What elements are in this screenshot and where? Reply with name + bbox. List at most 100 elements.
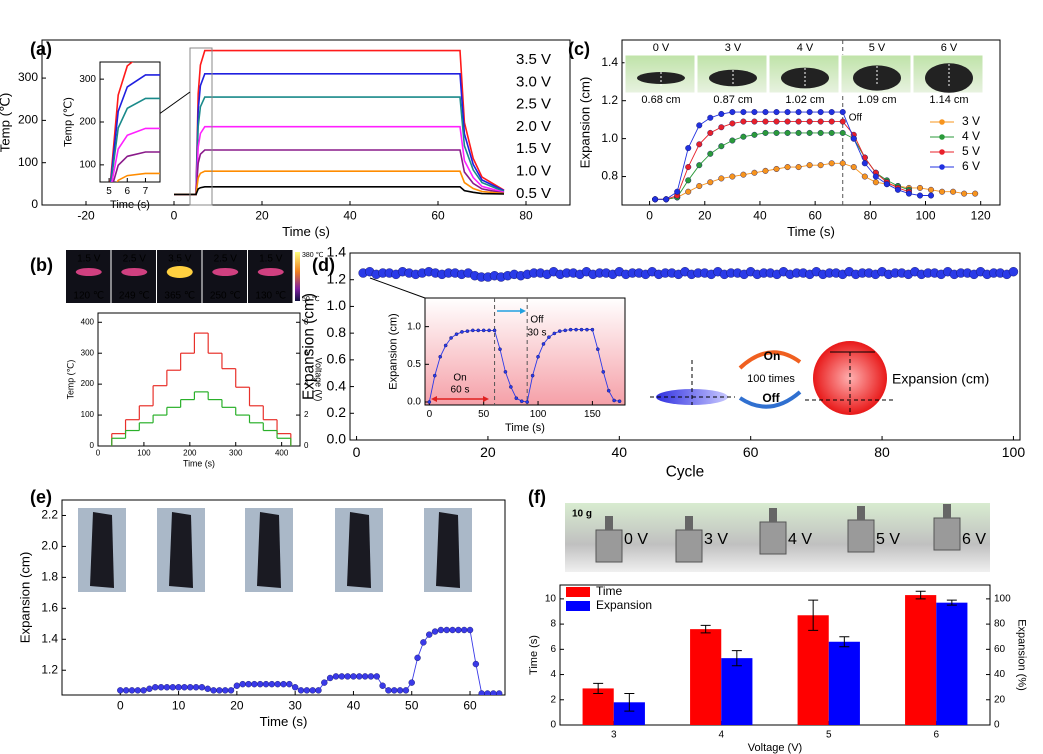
plot-frame xyxy=(41,39,571,206)
series-line xyxy=(109,62,134,182)
y-tick-label: 1.4 xyxy=(41,631,58,645)
x-tick-label: 40 xyxy=(343,209,357,223)
data-point xyxy=(181,684,188,691)
data-point xyxy=(916,192,923,199)
y-axis-label: Expansion (cm) xyxy=(388,313,400,389)
y-tick-label: 200 xyxy=(18,113,38,127)
data-point xyxy=(460,626,468,634)
data-point xyxy=(872,173,879,180)
y2-tick-label: 0 xyxy=(304,441,309,450)
photo-caption: 0.87 cm xyxy=(713,94,752,106)
legend-label: Time xyxy=(596,584,623,598)
x-tick-label: 3 xyxy=(611,730,617,741)
x-tick-label: 150 xyxy=(584,409,601,420)
plot-frame xyxy=(621,39,1001,206)
x-tick-label: 60 xyxy=(463,699,477,713)
data-point xyxy=(356,673,363,680)
y-tick-label: 1.2 xyxy=(601,93,618,107)
data-point xyxy=(961,190,968,197)
data-point xyxy=(751,109,758,116)
data-point xyxy=(606,388,611,393)
annotation: 60 s xyxy=(451,385,470,396)
data-point xyxy=(438,354,443,359)
data-point xyxy=(519,399,524,404)
x-tick-label: 4 xyxy=(718,730,724,741)
x-tick-label: 6 xyxy=(933,730,939,741)
error-bar xyxy=(946,599,957,606)
data-point xyxy=(928,186,935,193)
y-axis-label: Time (s) xyxy=(528,635,540,675)
data-point xyxy=(408,679,415,686)
data-point xyxy=(784,118,791,125)
data-point xyxy=(332,673,340,680)
data-point xyxy=(187,684,194,691)
data-point xyxy=(850,164,857,171)
data-point xyxy=(498,347,502,352)
thermal-spot xyxy=(212,268,239,276)
y2-tick-label: 80 xyxy=(994,619,1006,630)
x-tick-label: 0 xyxy=(427,409,433,420)
series-line xyxy=(109,74,160,182)
data-point xyxy=(303,687,311,694)
data-point xyxy=(525,400,529,404)
y-tick-label: 0.5 xyxy=(407,359,421,370)
data-point xyxy=(326,674,334,682)
zoom-connector xyxy=(369,277,426,299)
data-point xyxy=(541,342,546,346)
colorbar-label: 50 ℃ xyxy=(302,296,320,303)
data-point xyxy=(495,690,503,695)
plot-gradient xyxy=(425,298,625,405)
x-tick-label: 300 xyxy=(229,449,243,458)
panel-label: (a) xyxy=(30,39,52,59)
y-tick-label: 1.2 xyxy=(41,662,58,676)
data-point xyxy=(492,328,497,333)
x-axis-label: Voltage (V) xyxy=(748,742,802,754)
data-point xyxy=(432,373,437,378)
legend-marker xyxy=(939,134,945,140)
data-point xyxy=(839,160,846,167)
data-point xyxy=(233,682,241,689)
data-point xyxy=(280,680,287,688)
data-point xyxy=(476,328,481,333)
y-tick-label: 300 xyxy=(81,348,95,357)
data-point xyxy=(773,118,780,125)
bar xyxy=(936,602,968,725)
data-point xyxy=(729,137,736,144)
data-point xyxy=(828,118,835,125)
data-point xyxy=(894,186,901,193)
y-tick-label: 0 xyxy=(31,197,38,211)
data-point xyxy=(455,626,462,634)
y2-tick-label: 60 xyxy=(994,644,1006,655)
x-tick-label: 80 xyxy=(864,209,878,223)
data-point xyxy=(762,167,769,174)
plot-frame xyxy=(424,297,626,406)
data-point xyxy=(117,687,124,694)
thermal-spot xyxy=(121,268,148,276)
data-point xyxy=(344,673,351,680)
legend-label: 3.0 V xyxy=(516,73,551,90)
data-point xyxy=(707,179,714,186)
photo-caption: 0.68 cm xyxy=(641,94,680,106)
data-point xyxy=(696,122,703,129)
y-tick-label: 2.2 xyxy=(41,508,58,522)
image-label: 365 ℃ xyxy=(164,291,195,302)
data-point xyxy=(828,160,835,167)
series-line xyxy=(174,170,505,196)
data-point xyxy=(315,687,322,694)
legend-label: 3.5 V xyxy=(516,51,551,68)
x-tick-label: 50 xyxy=(478,409,490,420)
data-point xyxy=(696,162,703,169)
weight-knob xyxy=(605,516,613,530)
x-tick-label: 40 xyxy=(612,444,628,460)
x-tick-label: 5 xyxy=(826,730,832,741)
data-point xyxy=(718,124,725,131)
data-point xyxy=(472,660,480,668)
y-tick-label: 1.0 xyxy=(327,297,347,313)
data-point xyxy=(427,400,432,404)
data-point xyxy=(157,684,165,691)
legend-label: 0.5 V xyxy=(516,185,551,202)
x-tick-label: 30 xyxy=(288,699,302,713)
y-tick-label: 0.6 xyxy=(327,351,347,367)
x-tick-label: 80 xyxy=(874,444,890,460)
thermal-image xyxy=(111,250,156,303)
